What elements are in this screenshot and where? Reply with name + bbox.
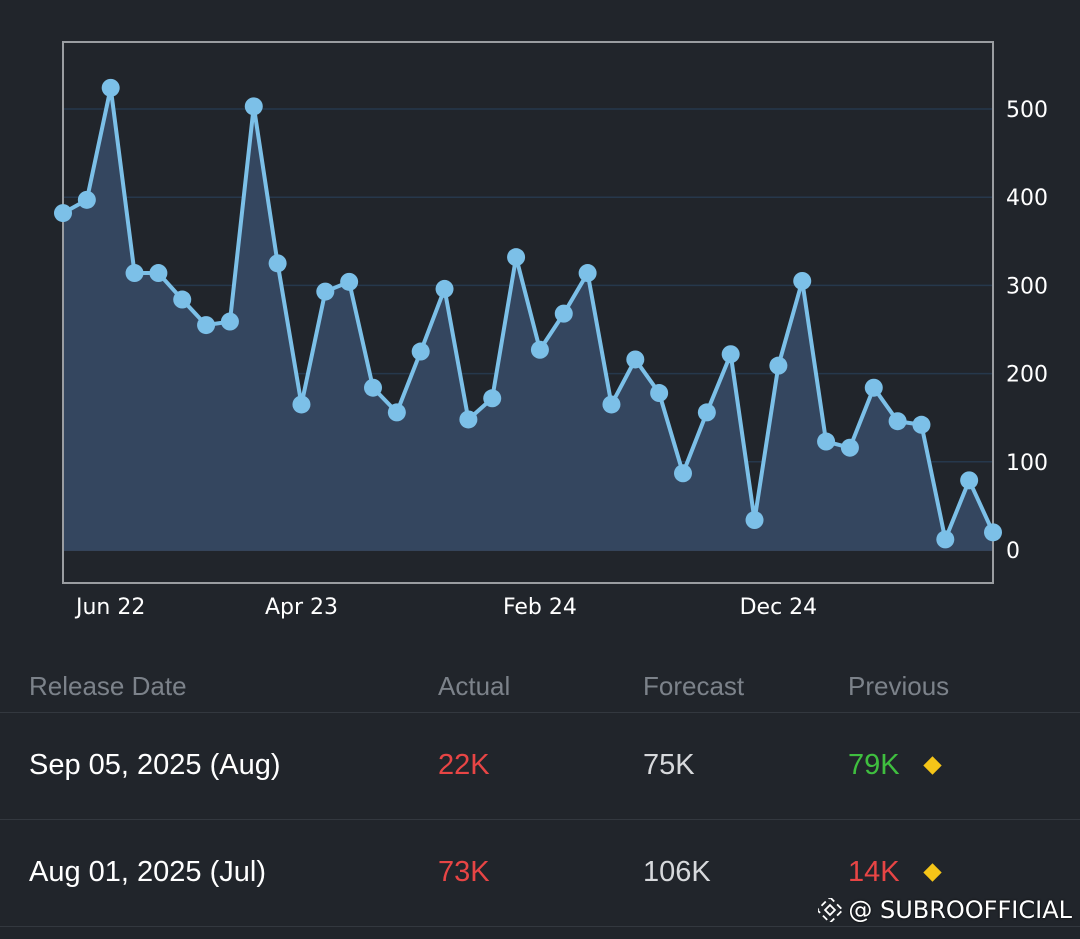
data-point — [435, 279, 454, 298]
watermark: @ SUBROOFFICIAL — [818, 896, 1072, 924]
data-point — [77, 190, 96, 209]
data-point — [674, 464, 692, 483]
data-point — [650, 384, 669, 403]
data-point — [387, 403, 406, 422]
data-point — [864, 378, 883, 397]
row-previous: 79K — [848, 749, 900, 781]
x-tick-label: Dec 24 — [740, 595, 818, 620]
data-point — [220, 312, 239, 331]
x-tick-label: Apr 23 — [265, 595, 338, 620]
row-actual: 22K — [438, 749, 490, 781]
area-fill — [63, 87, 993, 550]
data-point — [316, 282, 335, 301]
data-point — [745, 511, 764, 530]
data-point — [960, 471, 979, 490]
plot-frame — [62, 41, 994, 584]
y-tick-label: 300 — [1006, 274, 1048, 299]
header-actual: Actual — [438, 671, 511, 701]
y-tick-label: 500 — [1006, 98, 1048, 123]
y-tick-label: 400 — [1006, 186, 1048, 211]
data-point — [483, 389, 502, 408]
data-point — [507, 248, 526, 267]
line-chart: 0 100 200 300 400 500 Jun 22 Apr 23 Feb 24 Dec 2… — [54, 41, 1048, 620]
data-point — [292, 395, 311, 414]
data-point — [530, 340, 549, 359]
revised-diamond-icon[interactable] — [923, 863, 942, 882]
x-tick-label: Feb 24 — [503, 595, 577, 620]
y-tick-label: 200 — [1006, 363, 1048, 388]
data-points — [54, 78, 1002, 549]
x-axis-ticks: Jun 22 Apr 23 Feb 24 Dec 24 — [74, 595, 817, 620]
data-point — [578, 264, 597, 283]
data-point — [602, 395, 621, 414]
data-point — [936, 530, 955, 549]
data-point — [101, 78, 120, 97]
data-point — [340, 272, 359, 291]
data-point — [125, 264, 144, 283]
data-point — [364, 378, 382, 397]
table-row[interactable]: Aug 01, 2025 (Jul) 73K 106K 14K — [0, 820, 1080, 927]
data-point — [459, 410, 478, 429]
row-date: Aug 01, 2025 (Jul) — [29, 856, 266, 888]
y-tick-label: 0 — [1006, 539, 1020, 564]
data-point — [984, 523, 1002, 542]
row-previous: 14K — [848, 856, 900, 888]
row-forecast: 106K — [643, 856, 711, 888]
binance-logo-icon — [818, 898, 843, 922]
table-header: Release Date Actual Forecast Previous — [0, 655, 1080, 713]
data-point — [411, 342, 430, 361]
watermark-text: @ SUBROOFFICIAL — [848, 896, 1072, 924]
y-tick-label: 100 — [1006, 451, 1048, 476]
data-point — [554, 304, 573, 323]
data-point — [197, 316, 216, 335]
row-forecast: 75K — [643, 749, 695, 781]
y-axis-ticks: 0 100 200 300 400 500 — [1006, 98, 1048, 564]
data-point — [173, 290, 192, 309]
data-point — [888, 412, 907, 431]
revised-diamond-icon[interactable] — [923, 756, 942, 775]
table-row[interactable]: Sep 05, 2025 (Aug) 22K 75K 79K — [0, 713, 1080, 820]
data-point — [912, 415, 931, 434]
data-point — [626, 350, 645, 369]
release-table: Release Date Actual Forecast Previous Se… — [0, 655, 1080, 927]
series-line — [62, 85, 995, 542]
data-point — [697, 403, 716, 422]
x-tick-label: Jun 22 — [74, 595, 145, 620]
data-point — [721, 345, 740, 364]
data-point — [268, 254, 287, 273]
data-point — [793, 271, 812, 290]
data-point — [817, 432, 836, 451]
data-point — [54, 204, 72, 223]
header-forecast: Forecast — [643, 671, 745, 701]
data-point — [244, 97, 263, 116]
header-previous: Previous — [848, 671, 950, 701]
header-release-date: Release Date — [29, 671, 187, 701]
row-date: Sep 05, 2025 (Aug) — [29, 749, 281, 781]
data-point — [840, 438, 859, 457]
row-actual: 73K — [438, 856, 490, 888]
data-point — [769, 356, 788, 375]
data-point — [149, 264, 168, 283]
